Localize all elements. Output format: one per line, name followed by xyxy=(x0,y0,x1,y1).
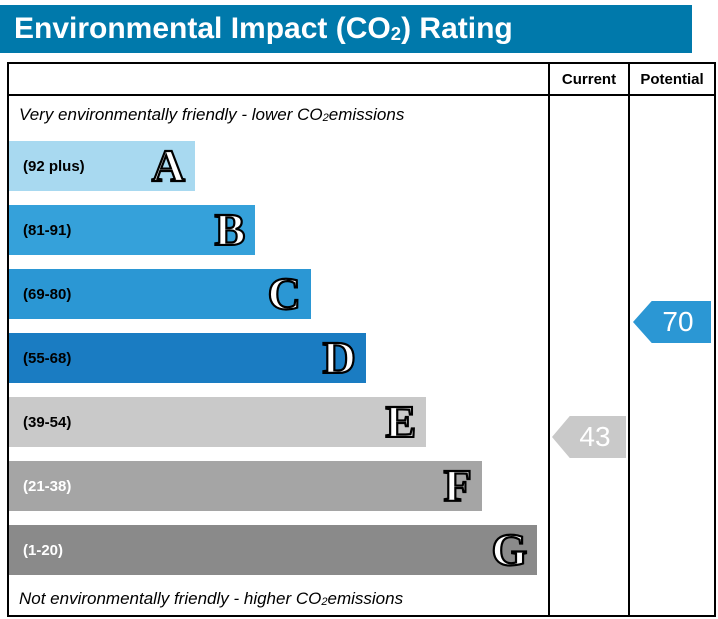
potential-rating-value: 70 xyxy=(662,306,694,337)
header-spacer xyxy=(9,64,548,96)
band-bar-b: (81-91) B xyxy=(9,204,256,255)
band-bar-f: (21-38) F xyxy=(9,461,482,511)
band-letter-c: C xyxy=(266,268,301,319)
band-row-b: (81-91) B xyxy=(9,198,548,262)
band-letter-g: G xyxy=(490,524,528,575)
band-bar-a: (92 plus) A xyxy=(9,141,195,191)
band-letter-a: A xyxy=(151,140,186,191)
band-row-f: (21-38) F xyxy=(9,454,548,518)
chart-title-subscript: 2 xyxy=(390,23,402,45)
current-rating-value: 43 xyxy=(579,421,611,452)
band-letter-d: D xyxy=(321,332,356,383)
top-note-suffix: emissions xyxy=(328,105,405,124)
current-column: 43 xyxy=(548,96,628,615)
band-range-f: (21-38) xyxy=(23,477,72,495)
band-range-e: (39-54) xyxy=(23,413,72,431)
potential-rating-arrow: 70 xyxy=(633,301,711,343)
band-range-d: (55-68) xyxy=(23,349,72,367)
column-header-current: Current xyxy=(548,64,628,96)
chart-title-text: Environmental Impact (CO xyxy=(14,12,391,45)
band-letter-f: F xyxy=(442,460,472,511)
column-header-potential: Potential xyxy=(628,64,714,96)
band-letter-e: E xyxy=(384,396,417,447)
band-row-a: (92 plus) A xyxy=(9,134,548,198)
band-area: Very environmentally friendly - lower CO… xyxy=(9,96,548,615)
band-range-b: (81-91) xyxy=(23,221,72,239)
band-bar-g: (1-20) G xyxy=(9,524,538,575)
potential-column: 70 xyxy=(628,96,714,615)
top-note: Very environmentally friendly - lower CO… xyxy=(9,96,548,134)
bottom-note-suffix: emissions xyxy=(327,588,404,608)
bottom-note: Not environmentally friendly - higher CO… xyxy=(9,582,548,615)
current-rating-arrow: 43 xyxy=(552,416,626,458)
top-note-subscript: 2 xyxy=(322,112,329,125)
band-bar-c: (69-80) C xyxy=(9,269,311,319)
band-range-a: (92 plus) xyxy=(23,157,85,175)
bottom-note-subscript: 2 xyxy=(321,595,328,608)
top-note-text: Very environmentally friendly - lower CO xyxy=(19,105,323,124)
co2-rating-chart: Current Potential Very environmentally f… xyxy=(7,62,716,617)
band-row-g: (1-20) G xyxy=(9,518,548,582)
band-row-d: (55-68) D xyxy=(9,326,548,390)
chart-title-suffix: ) Rating xyxy=(401,12,513,45)
band-letter-b: B xyxy=(214,204,247,255)
band-row-c: (69-80) C xyxy=(9,262,548,326)
band-bar-d: (55-68) D xyxy=(9,333,366,383)
bottom-note-text: Not environmentally friendly - higher CO xyxy=(19,588,322,608)
band-range-g: (1-20) xyxy=(23,541,64,559)
band-range-c: (69-80) xyxy=(23,285,72,303)
band-row-e: (39-54) E xyxy=(9,390,548,454)
band-bar-e: (39-54) E xyxy=(9,396,427,447)
chart-title-bar: Environmental Impact (CO 2) Rating xyxy=(0,5,692,53)
